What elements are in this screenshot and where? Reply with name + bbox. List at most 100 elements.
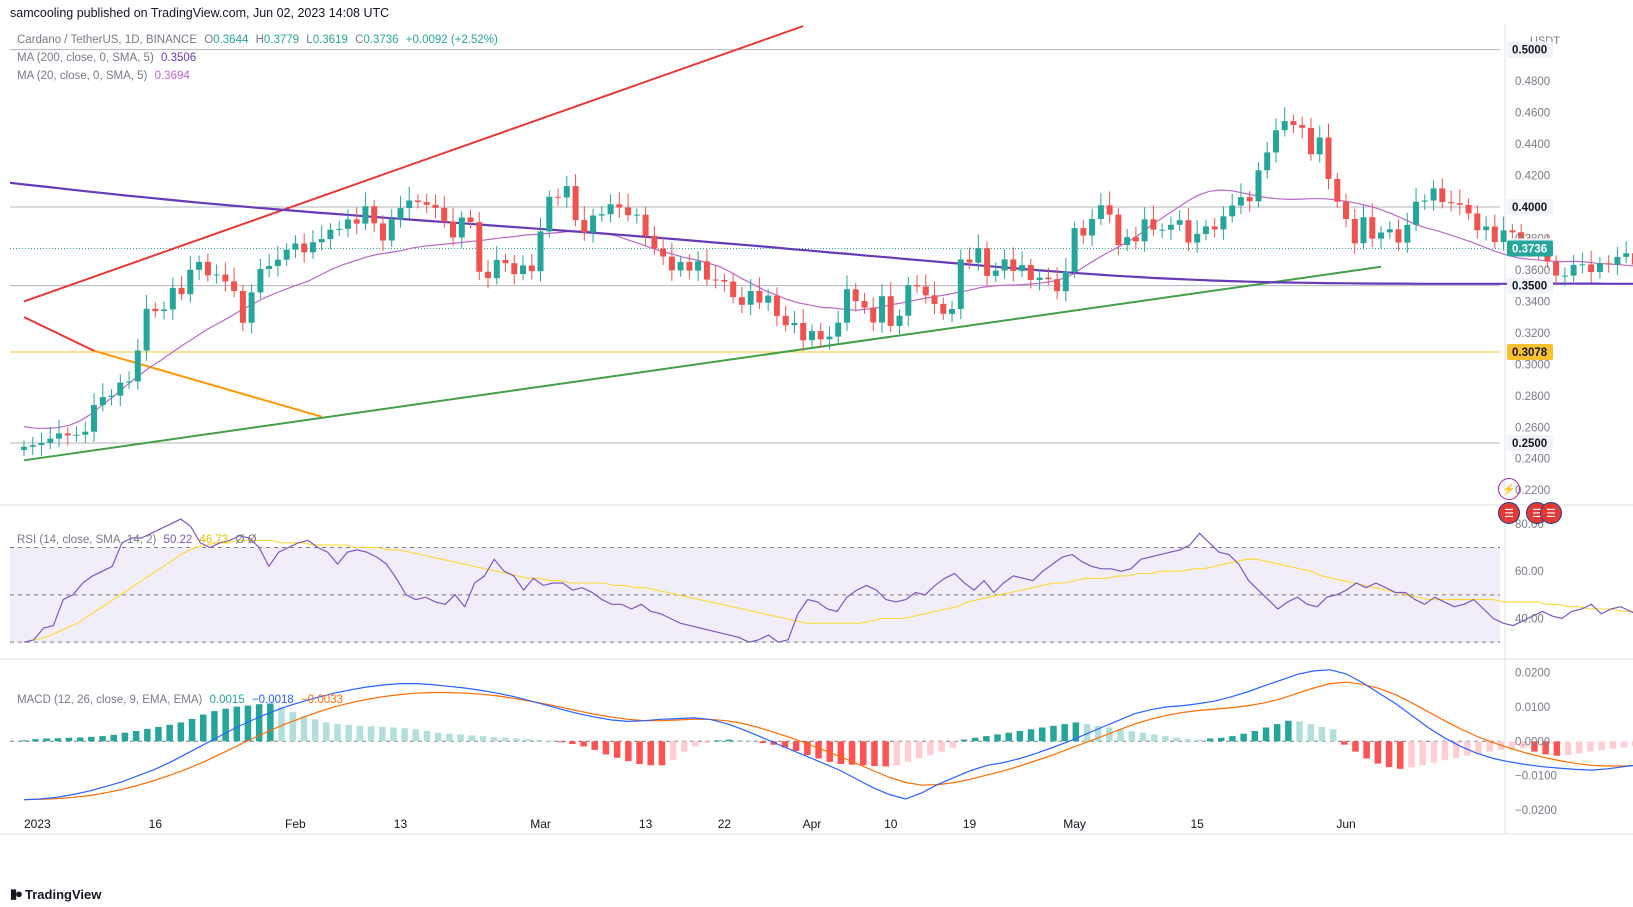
macd-histogram-bar (479, 736, 487, 742)
candle-body (1561, 275, 1568, 277)
ma20-label: MA (20, close, 0, SMA, 5) (17, 70, 148, 82)
macd-histogram-bar (737, 739, 744, 742)
us-flag-icon[interactable]: ☰ (1498, 502, 1520, 524)
rsi-tick-label: 60.00 (1515, 566, 1544, 578)
candle-body (1167, 224, 1174, 230)
us-flag-icon[interactable]: ☰ (1540, 502, 1562, 524)
low-label: L (306, 34, 313, 46)
candle-body (1351, 219, 1358, 244)
ma20-line (23, 189, 1633, 430)
tradingview-brand: TradingView (25, 886, 102, 902)
candle-body (756, 291, 763, 303)
candle-body (283, 249, 290, 260)
macd-histogram-bar (1184, 739, 1191, 742)
macd-histogram-bar (837, 741, 845, 764)
candle-body (502, 259, 509, 264)
candle-body (1264, 152, 1271, 171)
macd-histogram-bar (144, 728, 151, 742)
tradingview-logo[interactable]: ▮● TradingView (10, 886, 101, 902)
price-tick-label: 0.3400 (1515, 296, 1550, 308)
candle-body (703, 261, 710, 280)
macd-histogram-bar (121, 732, 129, 742)
macd-histogram-bar (390, 727, 397, 742)
macd-histogram-bar (692, 741, 699, 747)
candle-body (992, 270, 999, 276)
macd-histogram-bar (1385, 741, 1393, 768)
macd-histogram-bar (916, 741, 923, 759)
time-tick-label: 13 (639, 817, 653, 831)
macd-histogram-bar (1229, 736, 1236, 742)
macd-histogram-bar (32, 739, 39, 742)
macd-histogram-bar (401, 728, 408, 742)
macd-histogram-bar (1318, 726, 1326, 742)
macd-histogram-bar (669, 741, 677, 761)
candle-body (187, 269, 194, 295)
candle-body (1255, 170, 1262, 202)
macd-histogram-bar (1341, 741, 1348, 745)
macd-histogram-bar (591, 741, 598, 750)
macd-histogram-bar (76, 737, 84, 742)
macd-histogram-bar (625, 741, 632, 762)
price-tick-label: 0.3000 (1515, 359, 1550, 371)
candle-body (82, 431, 89, 435)
candle-body (765, 295, 772, 303)
open-value: 0.3644 (213, 34, 249, 46)
macd-histogram-bar (826, 741, 833, 762)
candle-body (598, 214, 605, 216)
rsi-ma-line (23, 539, 1633, 643)
macd-histogram-bar (1050, 725, 1057, 742)
macd-histogram-bar (1094, 725, 1102, 742)
price-tag-bg (1507, 277, 1553, 294)
candle-body (1395, 229, 1402, 243)
candle-body (441, 207, 448, 222)
candle-body (222, 274, 229, 282)
candle-body (1570, 264, 1577, 276)
macd-histogram-bar (110, 734, 117, 742)
price-tag-bg (1507, 435, 1553, 451)
macd-histogram-bar (255, 704, 263, 742)
macd-histogram-bar (289, 712, 296, 742)
price-tick-label: 0.2800 (1515, 391, 1550, 403)
macd-histogram-bar (927, 741, 934, 755)
candle-body (1054, 279, 1061, 292)
macd-histogram-bar (1520, 741, 1527, 749)
macd-histogram-bar (1072, 722, 1080, 742)
macd-histogram-bar (983, 736, 990, 742)
macd-histogram-bar (971, 737, 979, 742)
candle-body (108, 395, 115, 397)
price-tag: 0.3500 (1512, 281, 1547, 293)
rsi-extra: Ø Ø (235, 534, 257, 546)
candle-body (1509, 230, 1516, 233)
candle-body (1623, 253, 1630, 257)
candle-body (511, 263, 518, 275)
candle-body (266, 266, 273, 269)
macd-histogram-bar (88, 736, 95, 742)
macd-histogram-bar (166, 724, 173, 742)
candle-body (1001, 259, 1008, 271)
candle-body (388, 219, 395, 241)
candle-body (327, 229, 334, 240)
lightning-icon[interactable]: ⚡ (1498, 478, 1520, 500)
macd-histogram-bar (1162, 736, 1169, 742)
candle-body (1290, 121, 1297, 125)
candle-body (143, 308, 150, 351)
candle-body (528, 265, 535, 272)
macd-histogram-bar (211, 711, 218, 742)
candle-body (712, 279, 719, 281)
price-tick-label: 0.2600 (1515, 422, 1550, 434)
candle-body (537, 231, 544, 272)
macd-histogram-bar (155, 726, 162, 742)
candle-body (117, 382, 124, 396)
candle-body (1019, 265, 1026, 272)
macd-tick-label: 0.0200 (1515, 668, 1550, 680)
macd-histogram-bar (1408, 741, 1415, 768)
candle-body (966, 259, 973, 263)
high-value: 0.3779 (263, 34, 300, 46)
macd-histogram-bar (938, 741, 945, 752)
trendline-upper-resistance (23, 25, 804, 303)
macd-histogram-bar (379, 726, 386, 742)
macd-histogram-bar (1452, 741, 1460, 758)
rsi-legend: RSI (14, close, SMA, 14, 2) 50.22 46.73 … (17, 534, 257, 546)
candle-body (161, 309, 168, 312)
